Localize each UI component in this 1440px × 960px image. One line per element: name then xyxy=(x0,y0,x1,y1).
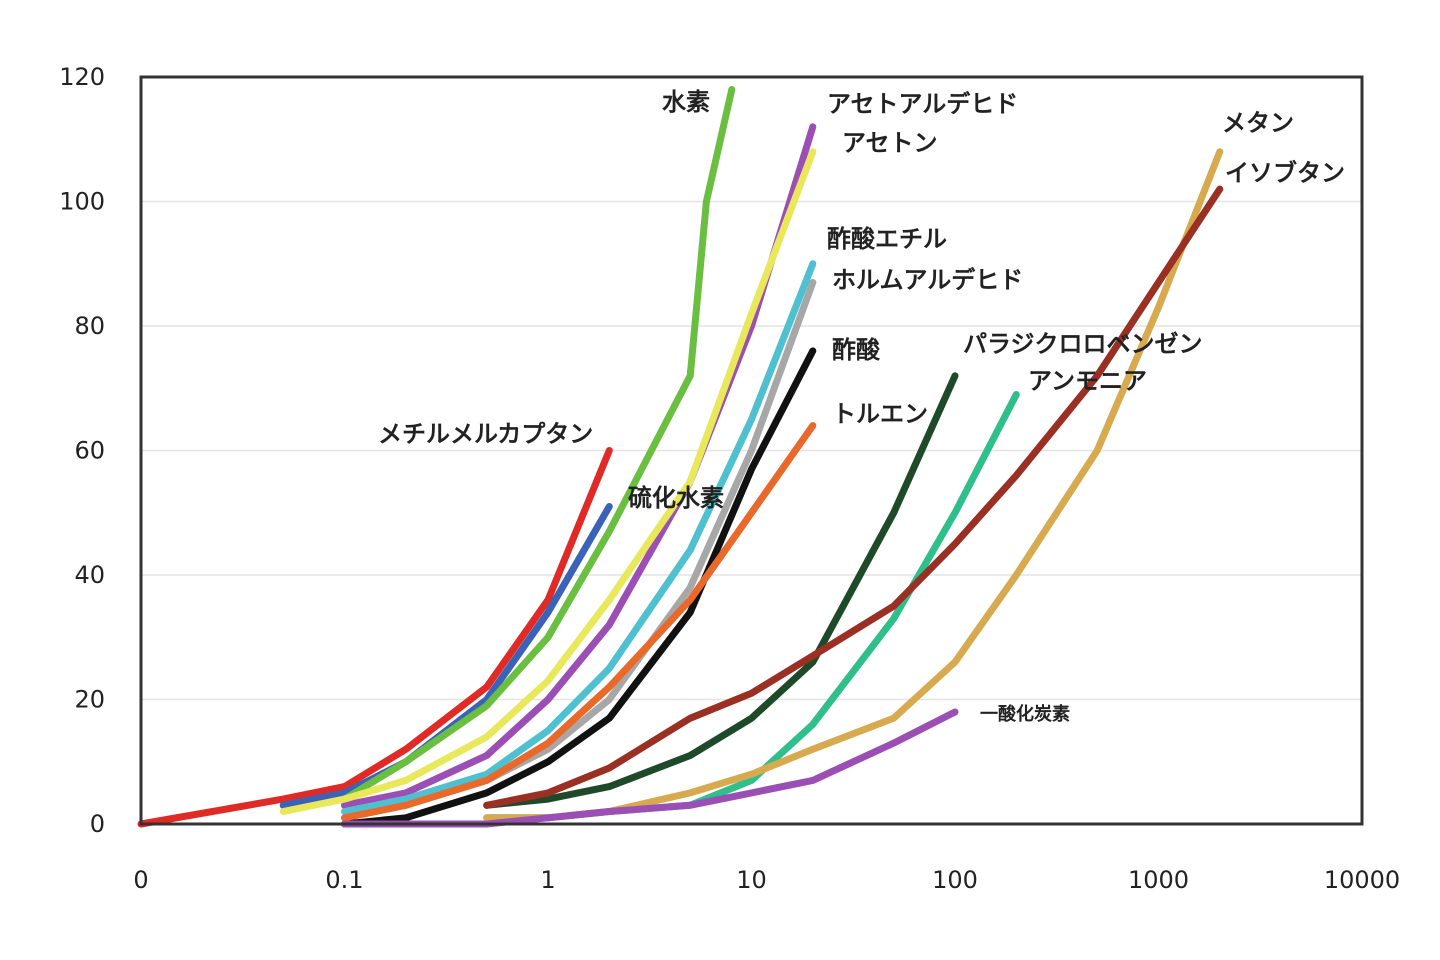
plot-frame xyxy=(139,75,1364,826)
series-label: 酢酸 xyxy=(832,336,881,364)
series-label: 一酸化炭素 xyxy=(980,703,1070,725)
series-label: パラジクロロベンゼン xyxy=(963,330,1203,358)
series-line xyxy=(341,347,817,828)
series-line xyxy=(341,260,817,815)
y-tick-label: 60 xyxy=(74,437,105,465)
x-tick-label: 0 xyxy=(133,866,148,894)
series-lines xyxy=(137,86,1224,828)
series-label: メチルメルカプタン xyxy=(378,420,593,448)
series-label: 水素 xyxy=(662,88,710,116)
y-tick-label: 0 xyxy=(90,810,105,838)
series-line xyxy=(341,422,817,822)
x-tick-label: 10000 xyxy=(1324,866,1400,894)
series-line xyxy=(341,86,736,803)
series-label: メタン xyxy=(1222,109,1294,137)
y-tick-label: 100 xyxy=(59,188,105,216)
series-label: アセトン xyxy=(842,129,938,157)
y-tick-label: 120 xyxy=(59,63,105,91)
series-line xyxy=(137,447,613,828)
series-line xyxy=(483,372,959,809)
x-tick-label: 1 xyxy=(540,866,555,894)
series-label: アセトアルデヒド xyxy=(827,90,1018,118)
x-tick-label: 1000 xyxy=(1128,866,1189,894)
series-line xyxy=(483,185,1224,809)
series-line xyxy=(341,123,817,809)
series-label: イソブタン xyxy=(1225,159,1345,187)
y-tick-labels: 0 20 40 60 80 100 120 xyxy=(59,63,105,838)
series-line xyxy=(279,148,817,815)
series-label: アンモニア xyxy=(1028,367,1147,395)
x-tick-label: 0.1 xyxy=(325,866,363,894)
x-tick-label: 100 xyxy=(932,866,978,894)
x-tick-label: 10 xyxy=(736,866,767,894)
series-label: ホルムアルデヒド xyxy=(832,266,1023,294)
y-tick-label: 80 xyxy=(74,312,105,340)
y-tick-label: 20 xyxy=(74,686,105,714)
series-label: 硫化水素 xyxy=(628,484,724,512)
y-tick-label: 40 xyxy=(74,561,105,589)
series-label: 酢酸エチル xyxy=(827,225,947,253)
x-tick-labels: 0 0.1 1 10 100 1000 10000 xyxy=(133,866,1400,894)
series-label: トルエン xyxy=(832,400,928,428)
